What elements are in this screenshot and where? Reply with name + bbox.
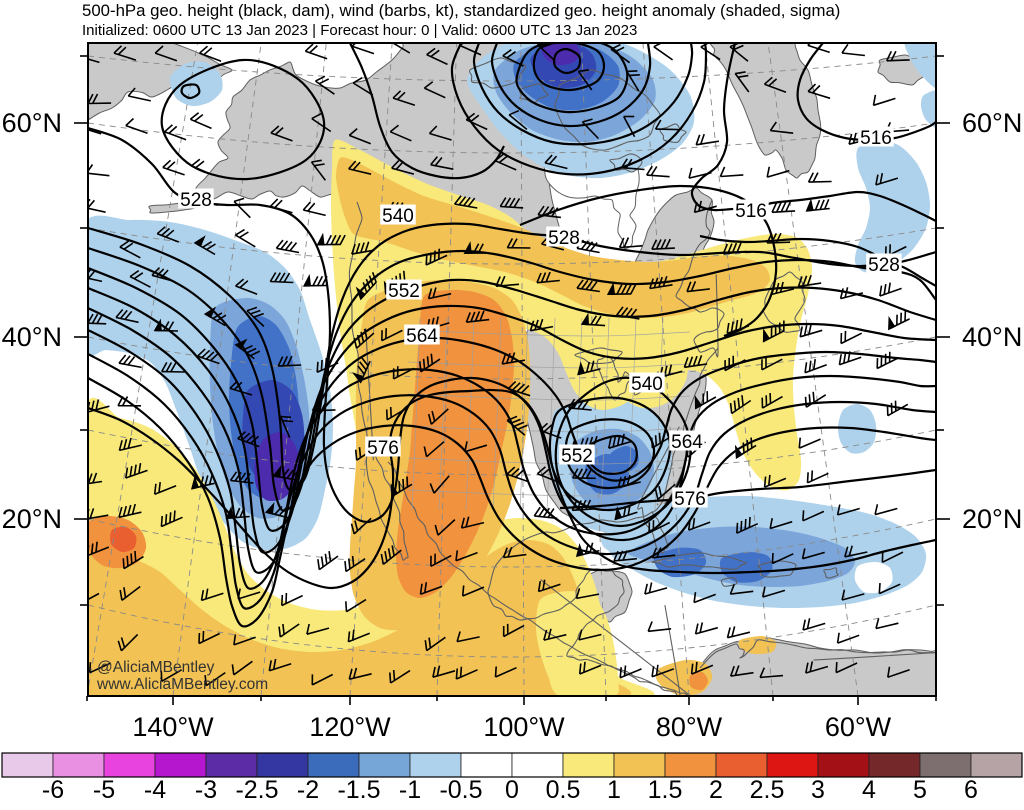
svg-text:552: 552 [388,281,420,302]
svg-text:564: 564 [671,432,703,453]
svg-text:1: 1 [607,776,621,804]
svg-text:576: 576 [367,438,399,459]
svg-text:0.5: 0.5 [546,776,581,804]
svg-text:140°W: 140°W [132,712,214,742]
svg-text:-0.5: -0.5 [439,776,482,804]
svg-text:20°N: 20°N [2,504,62,534]
svg-text:80°W: 80°W [656,712,723,742]
svg-text:40°N: 40°N [962,322,1022,352]
svg-text:528: 528 [548,228,580,249]
svg-text:540: 540 [631,374,663,395]
svg-text:1.5: 1.5 [648,776,683,804]
svg-text:60°N: 60°N [962,108,1022,138]
svg-text:552: 552 [561,446,593,467]
svg-text:-2: -2 [297,776,319,804]
svg-text:120°W: 120°W [309,712,391,742]
svg-text:Initialized: 0600 UTC 13 Jan 2: Initialized: 0600 UTC 13 Jan 2023 | Fore… [82,22,637,39]
svg-text:3: 3 [811,776,825,804]
svg-text:-2.5: -2.5 [235,776,278,804]
svg-text:60°W: 60°W [825,712,892,742]
svg-text:100°W: 100°W [483,712,565,742]
svg-text:540: 540 [382,206,414,227]
svg-text:@AliciaMBentley: @AliciaMBentley [97,659,215,676]
svg-text:www.AliciaMBentley.com: www.AliciaMBentley.com [96,676,268,693]
svg-text:500-hPa geo. height (black, da: 500-hPa geo. height (black, dam), wind (… [82,1,840,20]
svg-text:528: 528 [868,255,900,276]
svg-text:-1.5: -1.5 [337,776,380,804]
svg-text:516: 516 [860,128,892,149]
svg-text:-6: -6 [42,776,64,804]
svg-text:516: 516 [735,201,767,222]
svg-text:528: 528 [180,190,212,211]
svg-text:60°N: 60°N [2,108,62,138]
svg-text:20°N: 20°N [962,504,1022,534]
svg-text:2: 2 [709,776,723,804]
svg-text:564: 564 [406,326,438,347]
svg-text:5: 5 [913,776,927,804]
svg-text:2.5: 2.5 [750,776,785,804]
svg-text:40°N: 40°N [2,322,62,352]
svg-text:-1: -1 [399,776,421,804]
svg-text:4: 4 [862,776,876,804]
svg-text:6: 6 [964,776,978,804]
svg-text:-5: -5 [93,776,115,804]
svg-text:0: 0 [505,776,519,804]
svg-text:-4: -4 [144,776,166,804]
svg-text:-3: -3 [195,776,217,804]
svg-text:576: 576 [674,489,706,510]
